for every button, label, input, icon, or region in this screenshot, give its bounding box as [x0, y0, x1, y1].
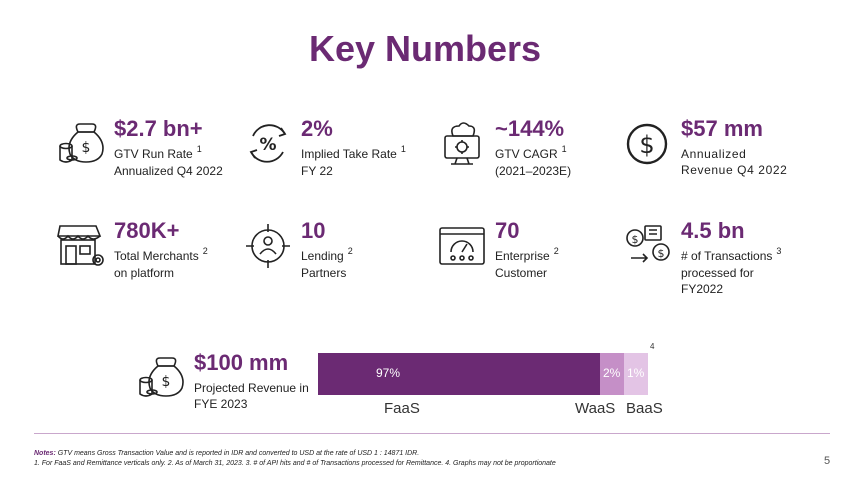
svg-text:$: $	[639, 131, 654, 159]
metric-desc-line1: GTV Run Rate	[114, 147, 193, 161]
svg-text:$: $	[162, 374, 171, 390]
metric-desc-line2: FYE 2023	[194, 397, 248, 411]
metric-desc-line2: processed for	[681, 266, 754, 280]
metric-desc-line1: Enterprise	[495, 249, 550, 263]
svg-text:%: %	[259, 135, 276, 155]
metric-desc-line1: Implied Take Rate	[301, 147, 397, 161]
metric-desc: Implied Take Rate 1 FY 22	[301, 144, 406, 179]
metric-desc-line1: Annualized	[681, 147, 747, 161]
metric-desc-line1: Lending	[301, 249, 344, 263]
footnote-ref: 2	[347, 246, 353, 256]
page-title: Key Numbers	[308, 28, 542, 69]
metric-desc-line3: FY2022	[681, 282, 724, 296]
metric-desc: Projected Revenue in FYE 2023	[194, 380, 309, 412]
footnote-ref: 1	[196, 144, 202, 154]
metric-value: ~144%	[495, 116, 565, 141]
notes-line2: 1. For FaaS and Remittance verticals onl…	[34, 460, 556, 467]
bar-label-waas: 2%	[603, 366, 621, 380]
metric-value: 2%	[301, 116, 333, 141]
metric-value: 780K+	[114, 218, 180, 243]
cloud-monitor-icon	[444, 122, 480, 165]
svg-text:$: $	[658, 247, 665, 260]
metric-value: 10	[301, 218, 326, 243]
dashboard-users-icon	[439, 227, 485, 265]
page-number: 5	[824, 455, 831, 467]
metric-desc-line2: Customer	[495, 266, 548, 280]
category-label-faas: FaaS	[384, 400, 420, 417]
footnote-ref: 1	[561, 144, 567, 154]
metric-desc-line1: Total Merchants	[114, 249, 199, 263]
footnote-ref: 2	[202, 246, 208, 256]
metric-desc-line1: GTV CAGR	[495, 147, 558, 161]
bar-label-faas: 97%	[376, 366, 401, 380]
metric-value: $2.7 bn+	[114, 116, 203, 141]
notes-label: Notes:	[34, 450, 56, 457]
metric-desc: GTV CAGR 1 (2021–2023E)	[495, 144, 572, 179]
money-bag-icon: $	[59, 123, 104, 163]
metric-desc-line2: (2021–2023E)	[495, 164, 572, 178]
metric-desc: Lending 2 Partners	[301, 246, 353, 281]
percent-cycle-icon: %	[249, 124, 287, 163]
footnote-ref: 1	[400, 144, 406, 154]
footnote-ref: 3	[776, 246, 782, 256]
storefront-icon	[57, 225, 104, 266]
metric-value: 4.5 bn	[681, 218, 745, 243]
divider	[34, 433, 830, 434]
metric-desc: Annualized Revenue Q4 2022	[681, 146, 787, 178]
metric-desc-line1: # of Transactions	[681, 249, 773, 263]
metric-desc: Enterprise 2 Customer	[495, 246, 559, 281]
transactions-icon: $ $	[626, 225, 670, 263]
dollar-circle-icon: $	[626, 123, 668, 165]
bar-label-baas: 1%	[627, 366, 645, 380]
metric-desc-line2: Annualized Q4 2022	[114, 164, 223, 178]
metric-value: 70	[495, 218, 520, 243]
metric-desc: Total Merchants 2 on platform	[114, 246, 208, 281]
svg-text:$: $	[632, 233, 639, 246]
metric-desc-line1: Projected Revenue in	[194, 381, 309, 395]
money-bag-icon: $	[139, 357, 184, 397]
metric-desc-line2: Revenue Q4 2022	[681, 163, 788, 177]
bar-segment-baas: 1%	[624, 353, 648, 395]
metric-value: $100 mm	[194, 350, 289, 375]
category-label-waas: WaaS	[575, 400, 616, 417]
bar-segment-waas: 2%	[600, 353, 624, 395]
bar-segment-faas: 97%	[318, 353, 600, 395]
metric-desc-line2: Partners	[301, 266, 347, 280]
svg-text:$: $	[82, 140, 91, 156]
notes-line1: GTV means Gross Transaction Value and is…	[57, 450, 420, 457]
metric-desc: # of Transactions 3 processed for FY2022	[681, 246, 782, 297]
metric-value: $57 mm	[681, 116, 763, 141]
category-label-baas: BaaS	[626, 400, 663, 417]
metric-desc-line2: on platform	[114, 266, 175, 280]
target-person-icon	[246, 224, 290, 268]
chart-footnote-ref: 4	[650, 342, 655, 351]
metric-desc-line2: FY 22	[301, 164, 333, 178]
footnote-ref: 2	[553, 246, 559, 256]
metric-desc: GTV Run Rate 1 Annualized Q4 2022	[114, 144, 223, 179]
footnotes: Notes: GTV means Gross Transaction Value…	[34, 449, 556, 469]
